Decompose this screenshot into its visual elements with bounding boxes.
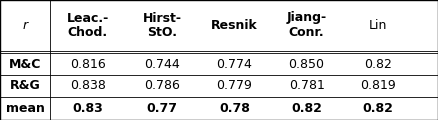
Text: 0.82: 0.82 [291,102,322,115]
Text: r: r [23,19,28,32]
Text: 0.838: 0.838 [70,79,106,92]
Text: Hirst-
StO.: Hirst- StO. [142,12,182,39]
Text: M&C: M&C [9,58,41,71]
Text: Resnik: Resnik [211,19,258,32]
Text: 0.819: 0.819 [360,79,396,92]
Text: 0.83: 0.83 [72,102,103,115]
Text: mean: mean [6,102,45,115]
Text: 0.850: 0.850 [289,58,325,71]
Text: 0.786: 0.786 [144,79,180,92]
Text: 0.77: 0.77 [147,102,177,115]
Text: 0.816: 0.816 [70,58,106,71]
Text: R&G: R&G [10,79,41,92]
Text: 0.774: 0.774 [216,58,252,71]
Text: Jiang-
Conr.: Jiang- Conr. [286,12,327,39]
Text: Lin: Lin [369,19,387,32]
Text: 0.78: 0.78 [219,102,250,115]
Text: 0.82: 0.82 [364,58,392,71]
Text: 0.781: 0.781 [289,79,325,92]
Text: 0.779: 0.779 [216,79,252,92]
Text: Leac.-
Chod.: Leac.- Chod. [67,12,109,39]
Text: 0.82: 0.82 [362,102,393,115]
Text: 0.744: 0.744 [144,58,180,71]
